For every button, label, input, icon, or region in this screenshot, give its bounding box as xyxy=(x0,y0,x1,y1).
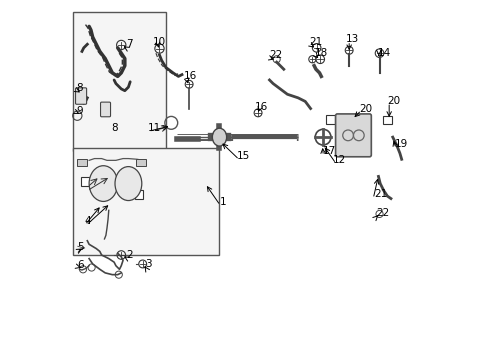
Text: 16: 16 xyxy=(255,102,268,112)
Text: 19: 19 xyxy=(394,139,407,149)
FancyBboxPatch shape xyxy=(382,116,391,124)
FancyBboxPatch shape xyxy=(81,177,90,186)
Text: 15: 15 xyxy=(236,151,249,161)
Text: 12: 12 xyxy=(332,155,346,165)
Text: 16: 16 xyxy=(183,71,197,81)
Text: 22: 22 xyxy=(376,208,389,219)
Text: 18: 18 xyxy=(315,48,328,58)
Text: 8: 8 xyxy=(76,84,82,93)
Text: 22: 22 xyxy=(269,50,282,60)
Text: 1: 1 xyxy=(220,197,226,207)
Ellipse shape xyxy=(89,166,118,202)
Text: 9: 9 xyxy=(76,106,82,116)
Text: 6: 6 xyxy=(77,260,84,270)
Text: 3: 3 xyxy=(145,259,151,269)
Text: 11: 11 xyxy=(148,123,161,133)
Text: 4: 4 xyxy=(84,216,91,226)
Text: 17: 17 xyxy=(323,146,336,156)
Text: 7: 7 xyxy=(125,39,132,49)
FancyBboxPatch shape xyxy=(77,158,87,166)
FancyBboxPatch shape xyxy=(73,12,165,152)
Text: 14: 14 xyxy=(377,48,390,58)
Text: 5: 5 xyxy=(77,242,84,252)
FancyBboxPatch shape xyxy=(325,115,334,123)
FancyBboxPatch shape xyxy=(101,102,110,117)
Text: 2: 2 xyxy=(126,249,133,260)
FancyBboxPatch shape xyxy=(73,148,219,255)
Text: 10: 10 xyxy=(152,37,165,47)
Ellipse shape xyxy=(212,128,226,146)
FancyBboxPatch shape xyxy=(75,88,86,104)
Text: 21: 21 xyxy=(373,189,386,199)
Ellipse shape xyxy=(115,167,142,201)
Text: 20: 20 xyxy=(386,96,400,106)
Text: 20: 20 xyxy=(358,104,371,114)
FancyBboxPatch shape xyxy=(135,190,143,199)
FancyBboxPatch shape xyxy=(335,114,370,157)
Text: 13: 13 xyxy=(345,35,358,45)
FancyBboxPatch shape xyxy=(135,158,146,166)
Text: 21: 21 xyxy=(308,37,322,47)
Text: 8: 8 xyxy=(111,123,118,133)
